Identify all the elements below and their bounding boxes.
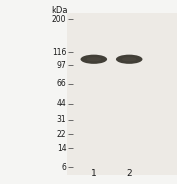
Text: 1: 1 [91, 169, 97, 178]
Text: 97: 97 [57, 61, 66, 70]
Text: 66: 66 [57, 79, 66, 88]
Ellipse shape [122, 57, 136, 61]
Text: 6: 6 [61, 163, 66, 172]
Text: 200: 200 [52, 15, 66, 24]
Text: 2: 2 [126, 169, 132, 178]
Text: 14: 14 [57, 144, 66, 153]
Text: 22: 22 [57, 130, 66, 139]
Text: 116: 116 [52, 48, 66, 57]
Text: 44: 44 [57, 100, 66, 108]
Text: kDa: kDa [52, 6, 68, 15]
Text: 31: 31 [57, 115, 66, 124]
Ellipse shape [87, 57, 101, 61]
Bar [67, 13, 177, 175]
Ellipse shape [81, 55, 107, 64]
Ellipse shape [116, 55, 142, 64]
